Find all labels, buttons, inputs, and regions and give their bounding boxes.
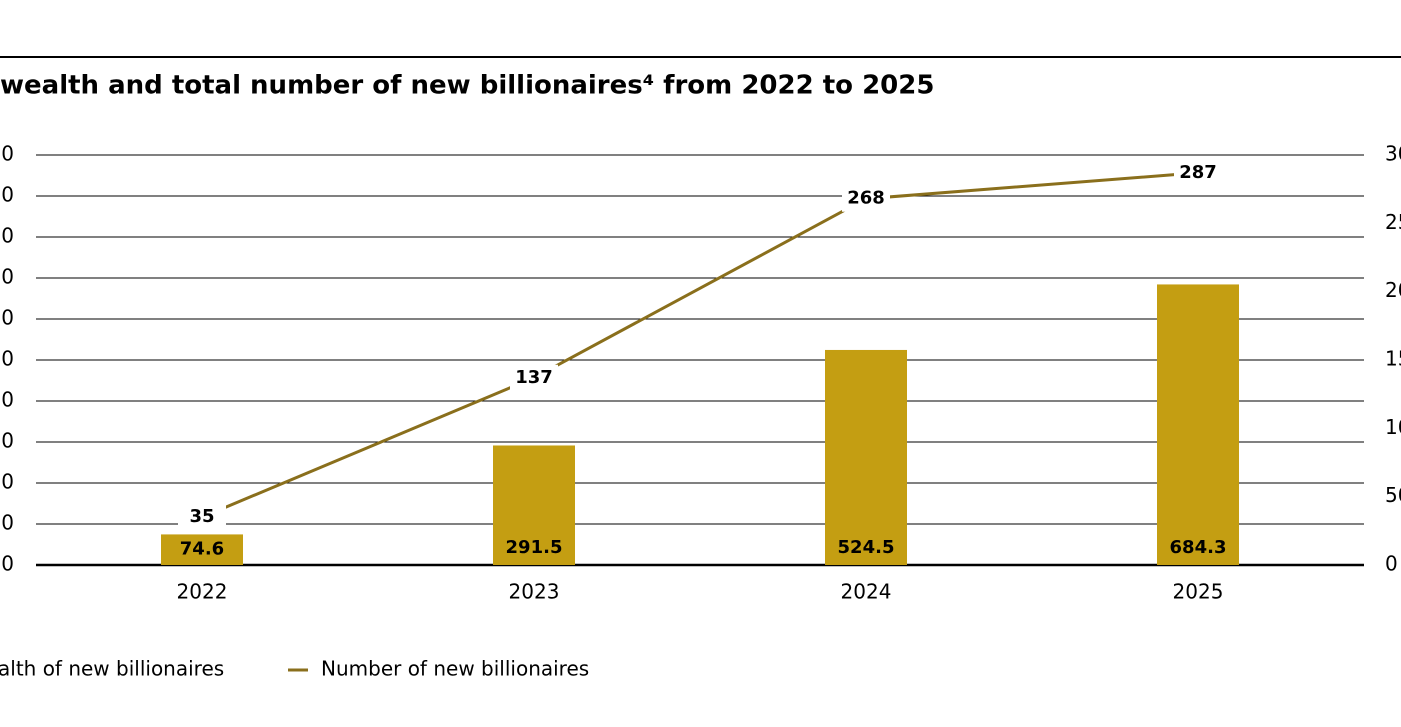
- y2-tick-label: 200: [1385, 278, 1401, 302]
- bar: [161, 534, 243, 565]
- y2-tick-label: 150: [1385, 347, 1401, 371]
- bar-value-label: 74.6: [180, 539, 224, 560]
- line-label-bg: [1174, 159, 1222, 186]
- y-tick-label: 0: [1, 552, 14, 576]
- bar: [493, 445, 575, 565]
- legend-label: Number of new billionaires: [321, 657, 589, 681]
- bar-value-label: 291.5: [506, 537, 563, 558]
- y2-tick-label: 300: [1385, 142, 1401, 166]
- y2-tick-label: 250: [1385, 210, 1401, 234]
- x-tick-label: 2023: [509, 580, 560, 604]
- x-tick-label: 2025: [1173, 580, 1224, 604]
- y-tick-label: 900: [0, 183, 14, 207]
- line-value-label: 287: [1179, 162, 1217, 183]
- y-tick-label: 100: [0, 511, 14, 535]
- x-tick-label: 2024: [841, 580, 892, 604]
- y2-tick-label: 0: [1385, 552, 1398, 576]
- line-label-bg: [842, 185, 890, 212]
- line-value-label: 268: [847, 188, 885, 209]
- y-tick-label: 800: [0, 224, 14, 248]
- line-value-label: 137: [515, 367, 553, 388]
- bar-value-label: 684.3: [1170, 537, 1227, 558]
- y-tick-label: 400: [0, 388, 14, 412]
- y2-tick-label: 50: [1385, 483, 1401, 507]
- x-tick-label: 2022: [177, 580, 228, 604]
- y-tick-label: 1000: [0, 142, 14, 166]
- line-label-bg: [178, 504, 226, 531]
- y-tick-label: 600: [0, 306, 14, 330]
- y2-tick-label: 100: [1385, 415, 1401, 439]
- line: [201, 171, 1199, 519]
- bar-value-label: 524.5: [838, 537, 895, 558]
- y-tick-label: 700: [0, 265, 14, 289]
- bar: [825, 349, 907, 565]
- chart-title: wealth and total number of new billionai…: [0, 71, 934, 101]
- y-tick-label: 200: [0, 470, 14, 494]
- y-tick-label: 500: [0, 347, 14, 371]
- line-label-bg: [510, 364, 558, 391]
- line-value-label: 35: [189, 506, 214, 527]
- y-tick-label: 300: [0, 429, 14, 453]
- bar: [1157, 284, 1239, 565]
- legend-label: alth of new billionaires: [0, 657, 224, 681]
